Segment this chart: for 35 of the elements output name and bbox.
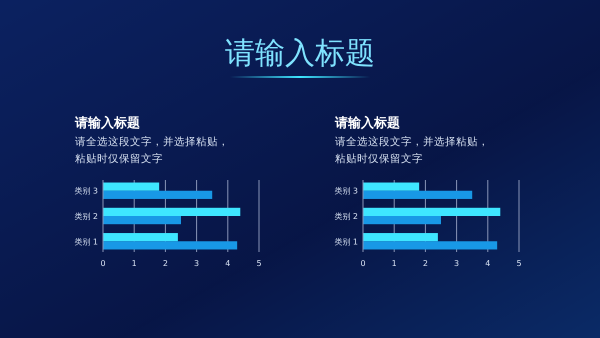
x-tick-label: 4 [225,259,230,268]
bar [103,182,160,191]
x-tick-label: 1 [392,259,397,268]
chart-subtitle: 请全选这段文字，并选择粘贴，粘贴时仅保留文字 [335,135,489,165]
x-tick-label: 3 [194,259,200,268]
x-tick-label: 1 [132,259,137,268]
chart-title: 请输入标题 [334,115,400,131]
bar [103,233,178,242]
bar [103,216,181,224]
bar [363,182,420,191]
chart-subtitle: 请全选这段文字，并选择粘贴，粘贴时仅保留文字 [75,135,229,165]
x-tick-label: 2 [162,259,168,268]
bar [103,190,212,199]
bar [363,190,472,199]
x-tick-label: 0 [100,259,106,268]
bar [363,208,500,216]
x-tick-label: 0 [360,259,366,268]
x-tick-label: 3 [454,259,460,268]
y-tick-label: 类别 3 [334,186,358,196]
bar [363,241,498,250]
bar [363,216,441,224]
text: 请输入标题 [225,36,375,71]
x-tick-label: 5 [516,259,522,268]
x-tick-label: 2 [422,259,428,268]
y-tick-label: 类别 2 [334,212,358,221]
y-tick-label: 类别 1 [74,237,98,246]
y-tick-label: 类别 1 [334,237,358,246]
chart-title: 请输入标题 [74,115,140,131]
x-tick-label: 4 [485,259,490,268]
bar [103,208,240,216]
bar [363,233,438,242]
y-tick-label: 类别 2 [74,212,98,221]
y-tick-label: 类别 3 [74,186,98,196]
bar [103,241,238,250]
x-tick-label: 5 [256,259,262,268]
